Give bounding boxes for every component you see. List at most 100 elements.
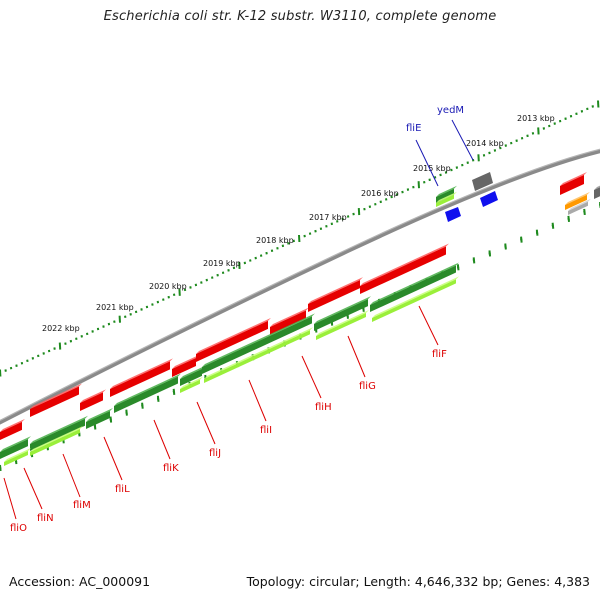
- fliE-gene-light-top: [436, 191, 457, 203]
- gene-green-block-face: [314, 299, 368, 331]
- gene-green-block-face: [202, 316, 312, 374]
- gene-lightgreen-block-top: [204, 327, 313, 379]
- gene-lightgreen-block: [204, 327, 313, 383]
- gene-leader-line: [153, 419, 171, 460]
- gene-label-fliM: fliM: [73, 500, 91, 511]
- gene-lightgreen-block-top: [372, 276, 459, 318]
- gene-green-block-top: [86, 407, 113, 422]
- gene-lightgreen-block: [316, 310, 369, 340]
- gene-leader-line: [3, 477, 17, 520]
- gray-edge-feature: [594, 185, 600, 199]
- cds-red-block-face: [172, 357, 196, 377]
- cds-red-block-face: [110, 361, 170, 397]
- cds-red-block: [30, 383, 82, 417]
- gene-leader-line: [248, 379, 267, 422]
- scale-tick-lower-dash: [456, 264, 460, 271]
- cds-red-right-face: [560, 174, 584, 195]
- scale-tick-lower-dash: [141, 402, 144, 409]
- scale-tick-lower-dash: [472, 257, 476, 264]
- scale-tick-lower-dash: [520, 236, 523, 243]
- scale-tick-lower-dash: [504, 243, 507, 250]
- kbp-label: 2016 kbp: [361, 189, 399, 198]
- gene-label-fliK: fliK: [163, 463, 179, 474]
- cds-red-block-face: [270, 310, 306, 335]
- gene-green-block-top: [202, 313, 315, 367]
- cds-red-block: [110, 358, 173, 397]
- gene-leader-line: [196, 401, 216, 445]
- yedM-blue-feature: [480, 191, 498, 207]
- cds-red-block-top: [172, 354, 199, 369]
- cds-red-block: [196, 317, 271, 362]
- gene-lightgreen-block-top: [316, 310, 369, 336]
- genome-backbone-highlight: [0, 148, 600, 422]
- gray-right-feature-top: [568, 198, 591, 211]
- scale-tick-lower-dash: [535, 229, 539, 236]
- gene-green-block-top: [180, 365, 205, 379]
- cds-red-block-top: [308, 277, 363, 304]
- gene-green-block: [180, 365, 205, 386]
- cds-red-block-top: [80, 389, 106, 403]
- gene-green-block-top: [370, 262, 459, 305]
- kbp-label: 2013 kbp: [517, 114, 555, 123]
- kbp-label: 2020 kbp: [149, 282, 187, 291]
- gene-leader-line: [103, 436, 123, 481]
- gene-lightgreen-block-top: [4, 447, 31, 462]
- cds-red-block-face: [80, 392, 103, 411]
- fliE-gene-light-face: [436, 194, 454, 207]
- gene-lightgreen-block: [30, 426, 83, 456]
- scale-tick-lower-dash: [156, 395, 160, 402]
- gene-green-block: [202, 313, 315, 374]
- kbp-label: 2015 kbp: [413, 164, 451, 173]
- fliE-gene-green-top: [436, 185, 457, 197]
- cds-red-block: [308, 277, 363, 312]
- gene-green-block-face: [0, 439, 28, 459]
- gene-lightgreen-block: [4, 447, 31, 466]
- gene-green-block-top: [30, 415, 88, 444]
- gene-lightgreen-block-top: [30, 426, 83, 452]
- cds-red-block: [360, 243, 449, 294]
- gene-label-fliJ: fliJ: [209, 448, 221, 459]
- cds-red-block-top: [360, 243, 449, 286]
- cds-red-right-top: [560, 171, 587, 186]
- cds-red-block-top: [110, 358, 173, 389]
- accession-label: Accession: AC_000091: [9, 574, 151, 589]
- genome-backbone: [0, 149, 600, 425]
- gene-green-block: [0, 436, 31, 459]
- gene-green-block-top: [0, 436, 31, 452]
- gray-right-feature-face: [568, 201, 588, 215]
- kbp-label: 2019 kbp: [203, 259, 241, 268]
- gene-leader-line-blue: [451, 119, 474, 161]
- gray-edge-feature-top: [594, 185, 600, 190]
- cds-red-block: [172, 354, 199, 377]
- scale-tick-lower-dash: [0, 464, 2, 472]
- gene-green-block: [314, 296, 371, 331]
- gene-leader-line: [418, 305, 439, 346]
- gene-label-fliE: fliE: [406, 123, 421, 134]
- gene-leader-line: [347, 335, 366, 378]
- gene-label-fliN: fliN: [37, 513, 54, 524]
- fliE-blue-feature: [445, 207, 461, 222]
- gene-label-fliF: fliF: [432, 349, 447, 360]
- gene-leader-line: [301, 355, 322, 399]
- gene-leader-line-blue: [415, 139, 439, 187]
- genome-summary: Topology: circular; Length: 4,646,332 bp…: [246, 574, 590, 589]
- scale-tick-lower-dash: [551, 222, 555, 229]
- gene-green-block-top: [314, 296, 371, 324]
- scale-tick-lower-dash: [109, 416, 113, 423]
- orange-feature-top: [565, 191, 590, 205]
- scale-tick-lower-dash: [583, 208, 586, 216]
- cds-red-block-face: [30, 386, 79, 417]
- gene-leader-line: [62, 453, 81, 498]
- cds-red-block: [270, 307, 309, 335]
- gene-leader-line: [23, 467, 43, 510]
- gene-green-block-face: [370, 265, 456, 312]
- kbp-label: 2021 kbp: [96, 303, 134, 312]
- gene-lightgreen-block-top: [180, 376, 203, 389]
- gene-lightgreen-block: [372, 276, 459, 322]
- gene-green-block-top: [114, 373, 181, 406]
- cds-red-block-top: [196, 317, 271, 354]
- cds-red-right: [560, 171, 587, 195]
- gene-label-fliI: fliI: [260, 425, 272, 436]
- gene-lightgreen-block-face: [316, 313, 366, 340]
